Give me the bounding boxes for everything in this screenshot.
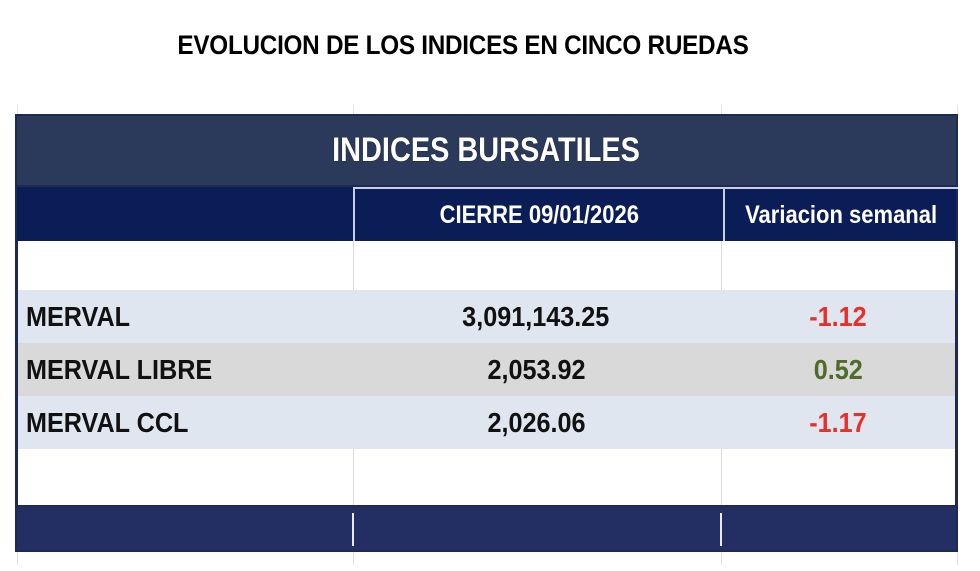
close-value: 2,026.06 (486, 406, 586, 438)
table-row-merval[interactable]: MERVAL 3,091,143.25 -1.12 (18, 290, 955, 343)
variation-value: 0.52 (813, 353, 863, 385)
close-value: 2,053.92 (486, 353, 586, 385)
close-value: 3,091,143.25 (462, 300, 610, 332)
variation-value: -1.17 (809, 406, 867, 438)
footer-divider (352, 513, 354, 546)
table-title: INDICES BURSATILES (332, 131, 641, 169)
table-row-merval-ccl[interactable]: MERVAL CCL 2,026.06 -1.17 (18, 396, 955, 449)
footer-divider (720, 513, 722, 546)
table-title-band: INDICES BURSATILES (15, 114, 958, 187)
column-header-variation[interactable]: Variacion semanal (723, 187, 958, 241)
table-body: MERVAL 3,091,143.25 -1.12 MERVAL LIBRE 2… (15, 241, 958, 505)
column-header-close[interactable]: CIERRE 09/01/2026 (353, 187, 723, 241)
variation-value: -1.12 (809, 300, 867, 332)
indices-table: INDICES BURSATILES CIERRE 09/01/2026 Var… (15, 114, 958, 552)
index-name: MERVAL LIBRE (26, 353, 213, 385)
index-name: MERVAL (26, 300, 131, 332)
page-title: EVOLUCION DE LOS INDICES EN CINCO RUEDAS (177, 30, 749, 60)
index-name: MERVAL CCL (26, 406, 189, 438)
column-header-row: CIERRE 09/01/2026 Variacion semanal (15, 187, 958, 241)
table-row-merval-libre[interactable]: MERVAL LIBRE 2,053.92 0.52 (18, 343, 955, 396)
table-footer-band (15, 505, 958, 552)
